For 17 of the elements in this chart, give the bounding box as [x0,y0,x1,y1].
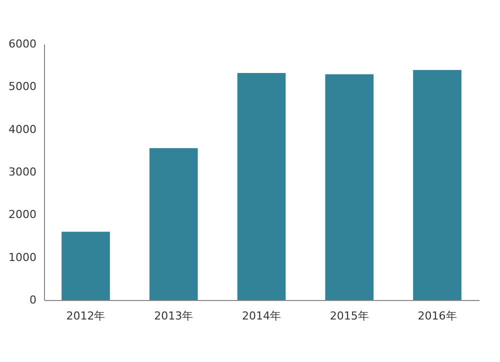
y-tick-label: 6000 [8,38,36,50]
y-tick-label: 5000 [8,80,36,94]
x-tick-label: 2014年 [242,310,281,322]
x-tick-label: 2016年 [418,310,457,322]
y-tick-label: 3000 [8,166,36,178]
y-tick-label: 4000 [8,122,36,136]
bar [325,74,374,300]
x-tick-label: 2013年 [154,310,194,322]
bar [62,232,110,300]
y-tick-label: 1000 [8,250,36,264]
bar [149,148,198,300]
bar [237,73,286,300]
x-tick-label: 2012年 [66,310,106,322]
bar [413,70,462,300]
x-tick-label: 2015年 [330,310,369,322]
y-tick-label: 0 [30,294,36,306]
y-tick-label: 2000 [8,208,36,222]
